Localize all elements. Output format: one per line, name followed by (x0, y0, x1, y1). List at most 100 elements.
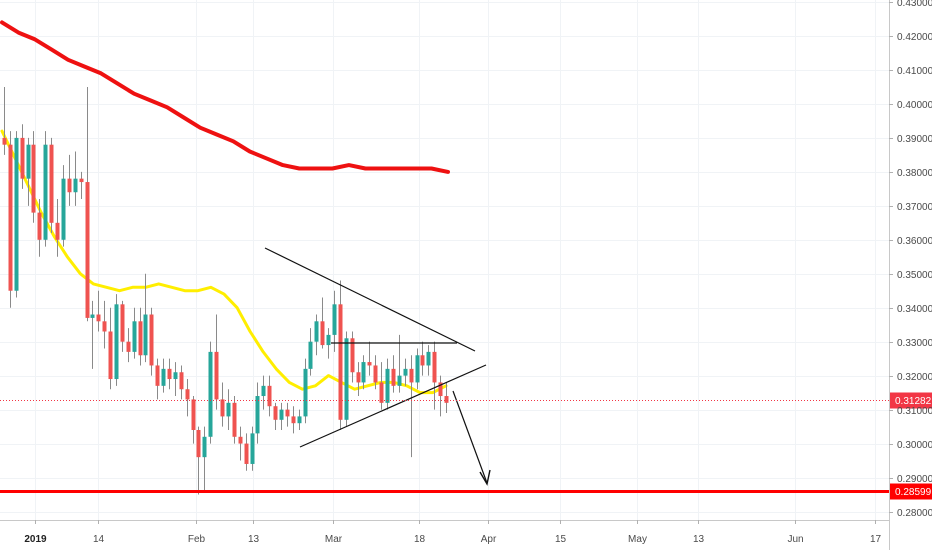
candle[interactable] (403, 358, 408, 386)
candle[interactable] (232, 396, 237, 444)
candle[interactable] (214, 314, 219, 410)
candle-body (96, 314, 101, 322)
candle[interactable] (426, 345, 431, 376)
candle[interactable] (244, 433, 249, 471)
y-tick-label: 0.29000 (897, 474, 932, 485)
candle[interactable] (167, 358, 172, 390)
candle[interactable] (8, 131, 13, 308)
candle[interactable] (432, 341, 437, 410)
candle[interactable] (367, 341, 372, 376)
candlestick-series[interactable] (2, 86, 449, 495)
candle[interactable] (191, 396, 196, 444)
arrow-head[interactable] (479, 469, 491, 486)
candle[interactable] (179, 365, 184, 400)
candle-body (273, 406, 278, 420)
price-axis[interactable]: 0.43000 0.42000 0.41000 0.40000 0.39000 0.380… (889, 0, 932, 550)
candle[interactable] (85, 86, 90, 322)
candle[interactable] (314, 314, 319, 356)
candle[interactable] (303, 358, 308, 424)
candle[interactable] (196, 426, 201, 495)
candle[interactable] (297, 409, 302, 430)
candle[interactable] (31, 131, 36, 223)
candle[interactable] (320, 297, 325, 349)
trend-drawings[interactable] (264, 247, 491, 486)
candle[interactable] (73, 151, 78, 206)
candle[interactable] (138, 307, 143, 366)
candle[interactable] (149, 307, 154, 376)
candle[interactable] (261, 375, 266, 410)
candle[interactable] (438, 375, 443, 417)
ma-slow-line (0, 20, 450, 174)
candle[interactable] (49, 137, 54, 233)
candle[interactable] (285, 402, 290, 427)
candle[interactable] (238, 426, 243, 461)
candle-body (49, 144, 54, 223)
candle[interactable] (161, 358, 166, 393)
candle[interactable] (444, 382, 449, 414)
candle-body (143, 314, 148, 356)
candle[interactable] (132, 307, 137, 359)
candle[interactable] (373, 355, 378, 390)
candle[interactable] (20, 124, 25, 189)
candle-body (403, 368, 408, 376)
candle[interactable] (126, 328, 131, 363)
y-tick-label: 0.31000 (897, 406, 932, 417)
candle[interactable] (155, 358, 160, 400)
candle[interactable] (202, 426, 207, 492)
candle[interactable] (14, 131, 19, 298)
candle[interactable] (43, 131, 48, 247)
candle[interactable] (61, 165, 66, 247)
candle-body (185, 389, 190, 400)
candle[interactable] (2, 86, 7, 155)
candle[interactable] (226, 389, 231, 430)
candle[interactable] (90, 300, 95, 369)
candle[interactable] (67, 154, 72, 206)
candle[interactable] (26, 137, 31, 206)
candle[interactable] (338, 280, 343, 430)
candle-body (67, 178, 72, 193)
candle[interactable] (273, 402, 278, 430)
candle[interactable] (391, 355, 396, 393)
candle[interactable] (208, 341, 213, 444)
candle[interactable] (332, 290, 337, 352)
triangle-lower-line[interactable] (299, 364, 487, 448)
candle[interactable] (255, 382, 260, 444)
candle[interactable] (55, 199, 60, 257)
candle[interactable] (308, 328, 313, 376)
candle[interactable] (250, 426, 255, 471)
candle[interactable] (173, 362, 178, 397)
time-axis[interactable]: 2019 14 Feb 13 Mar 18 Apr 15 May 13 Jun 17 (0, 520, 889, 545)
candle[interactable] (379, 362, 384, 410)
candle[interactable] (102, 300, 107, 349)
candle[interactable] (120, 300, 125, 352)
candle-body (379, 382, 384, 403)
candle[interactable] (385, 358, 390, 410)
y-tick-label: 0.43000 (897, 0, 932, 9)
candle[interactable] (356, 362, 361, 397)
candle[interactable] (350, 331, 355, 383)
candle[interactable] (361, 355, 366, 390)
candle[interactable] (326, 328, 331, 359)
candle[interactable] (185, 379, 190, 417)
candle[interactable] (409, 355, 414, 458)
candle[interactable] (279, 402, 284, 430)
x-tick-label: Mar (325, 534, 343, 545)
candle[interactable] (415, 348, 420, 390)
candle[interactable] (344, 331, 349, 427)
candle[interactable] (420, 341, 425, 376)
triangle-upper-line[interactable] (264, 247, 476, 352)
candle[interactable] (108, 307, 113, 390)
y-tick-label: 0.33000 (897, 338, 932, 349)
breakdown-arrow-line[interactable] (452, 390, 488, 484)
candle[interactable] (79, 171, 84, 200)
candle[interactable] (267, 375, 272, 417)
candle[interactable] (143, 273, 148, 363)
candle[interactable] (96, 290, 101, 332)
candle[interactable] (291, 406, 296, 434)
candle[interactable] (37, 199, 42, 257)
candle[interactable] (220, 382, 225, 427)
candle[interactable] (114, 294, 119, 386)
y-tick-label: 0.34000 (897, 304, 932, 315)
candle[interactable] (397, 334, 402, 393)
